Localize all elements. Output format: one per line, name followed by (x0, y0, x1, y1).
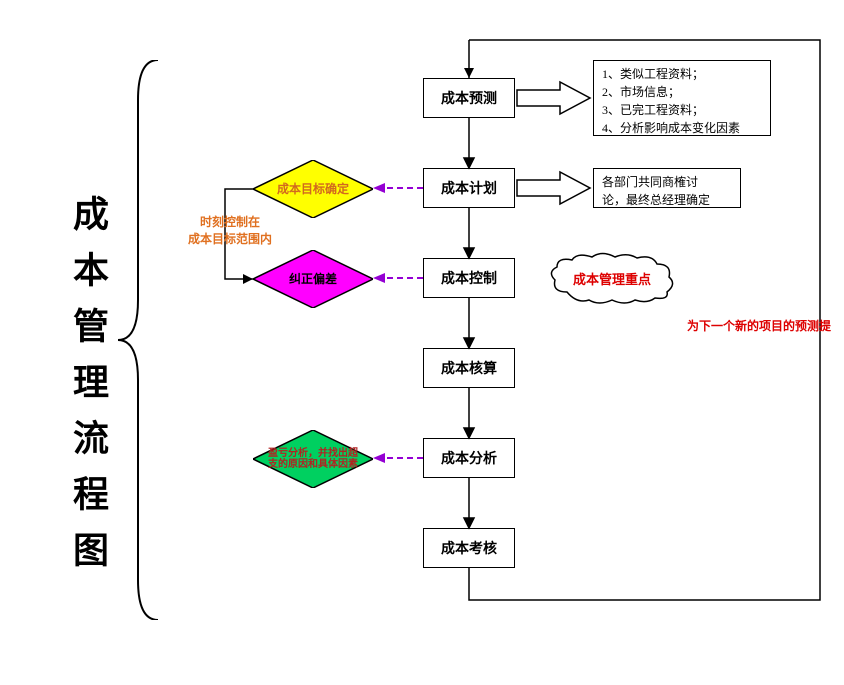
cloud-key-point: 成本管理重点 (547, 252, 677, 304)
cloud-label: 成本管理重点 (573, 269, 651, 288)
block-arrows (0, 0, 844, 685)
annotation-line: 成本目标范围内 (188, 231, 272, 248)
annotation-next-project: 为下一个新的项目的预测提 (687, 318, 831, 335)
annotation-line: 时刻控制在 (188, 214, 272, 231)
annotation-text: 为下一个新的项目的预测提 (687, 319, 831, 333)
annotation-control-scope: 时刻控制在 成本目标范围内 (188, 214, 272, 248)
